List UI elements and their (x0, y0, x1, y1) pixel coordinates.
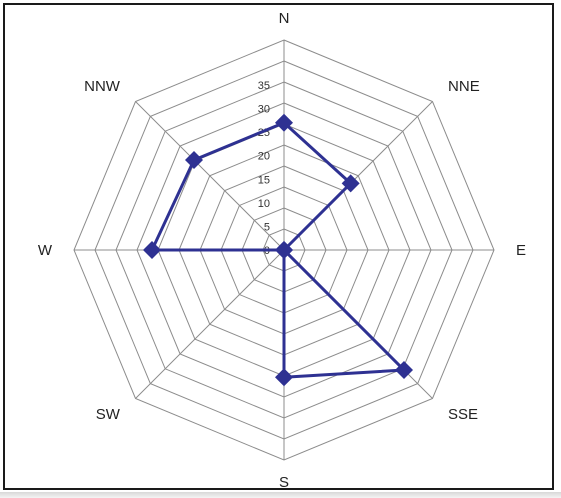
data-point-nnw (184, 150, 203, 169)
data-point-w (143, 241, 161, 259)
tick-label: 10 (258, 198, 270, 210)
tick-label: 20 (258, 151, 270, 163)
category-label-nnw: NNW (84, 78, 121, 95)
category-label-sw: SW (96, 406, 121, 423)
series (143, 113, 414, 387)
spoke-nnw (135, 101, 285, 251)
tick-label: 5 (264, 221, 270, 233)
spoke-sw (135, 249, 285, 399)
category-labels: N NNE E SSE S SW W NNW (38, 10, 526, 491)
tick-label: 35 (258, 80, 270, 92)
category-label-n: N (279, 10, 290, 27)
tick-label: 30 (258, 104, 270, 116)
scan-edge (0, 492, 561, 498)
tick-label: 15 (258, 174, 270, 186)
data-point-sse (395, 361, 414, 380)
category-label-e: E (516, 242, 526, 259)
data-point-s (275, 368, 293, 387)
category-label-nne: NNE (448, 78, 480, 95)
data-point-n (275, 113, 293, 132)
category-label-w: W (38, 242, 53, 259)
data-point-nne (341, 174, 360, 193)
data-point-sw (275, 241, 293, 259)
category-label-sse: SSE (448, 406, 478, 423)
category-label-s: S (279, 474, 289, 491)
